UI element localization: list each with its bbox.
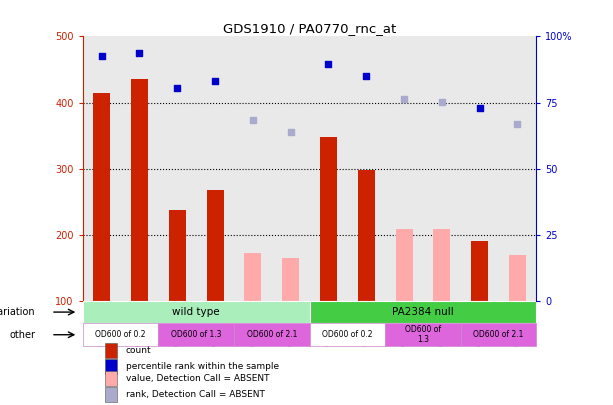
Bar — [433, 229, 451, 301]
Text: OD600 of
1.3: OD600 of 1.3 — [405, 325, 441, 344]
Point — [172, 85, 182, 91]
Bar — [131, 79, 148, 301]
Point — [324, 61, 333, 68]
Bar — [234, 324, 310, 346]
Point — [361, 73, 371, 79]
Bar — [320, 137, 337, 301]
Text: value, Detection Call = ABSENT: value, Detection Call = ABSENT — [126, 374, 269, 384]
Bar — [105, 387, 117, 402]
Text: genotype/variation: genotype/variation — [0, 307, 35, 317]
Text: rank, Detection Call = ABSENT: rank, Detection Call = ABSENT — [126, 390, 265, 399]
Text: other: other — [9, 330, 35, 340]
Bar — [423, 36, 461, 301]
Bar — [93, 93, 110, 301]
Bar — [310, 301, 536, 324]
Point — [134, 50, 145, 56]
Bar — [310, 324, 385, 346]
Bar — [207, 190, 224, 301]
Bar — [83, 36, 121, 301]
Bar — [105, 359, 117, 373]
Text: OD600 of 2.1: OD600 of 2.1 — [473, 330, 524, 339]
Bar — [105, 371, 117, 386]
Bar — [105, 343, 117, 358]
Bar — [358, 170, 375, 301]
Text: OD600 of 2.1: OD600 of 2.1 — [246, 330, 297, 339]
Bar — [385, 324, 461, 346]
Bar — [245, 253, 261, 301]
Point — [512, 121, 522, 128]
Bar — [83, 324, 158, 346]
Bar — [310, 36, 348, 301]
Text: PA2384 null: PA2384 null — [392, 307, 454, 317]
Bar — [158, 36, 196, 301]
Bar — [461, 36, 498, 301]
Text: wild type: wild type — [172, 307, 220, 317]
Point — [248, 117, 257, 123]
Text: count: count — [126, 346, 151, 355]
Bar — [234, 36, 272, 301]
Bar — [169, 210, 186, 301]
Point — [97, 53, 107, 60]
Bar — [83, 301, 310, 324]
Text: percentile rank within the sample: percentile rank within the sample — [126, 362, 279, 371]
Bar — [385, 36, 423, 301]
Bar — [471, 241, 488, 301]
Text: OD600 of 0.2: OD600 of 0.2 — [95, 330, 146, 339]
Point — [210, 78, 220, 85]
Text: OD600 of 1.3: OD600 of 1.3 — [171, 330, 221, 339]
Bar — [272, 36, 310, 301]
Point — [399, 96, 409, 102]
Bar — [121, 36, 158, 301]
Point — [286, 129, 295, 136]
Bar — [348, 36, 385, 301]
Bar — [395, 229, 413, 301]
Bar — [158, 324, 234, 346]
Bar — [196, 36, 234, 301]
Point — [437, 99, 447, 105]
Bar — [498, 36, 536, 301]
Bar — [282, 258, 299, 301]
Point — [475, 104, 485, 111]
Text: OD600 of 0.2: OD600 of 0.2 — [322, 330, 373, 339]
Bar — [509, 254, 526, 301]
Bar — [461, 324, 536, 346]
Title: GDS1910 / PA0770_rnc_at: GDS1910 / PA0770_rnc_at — [223, 22, 396, 35]
